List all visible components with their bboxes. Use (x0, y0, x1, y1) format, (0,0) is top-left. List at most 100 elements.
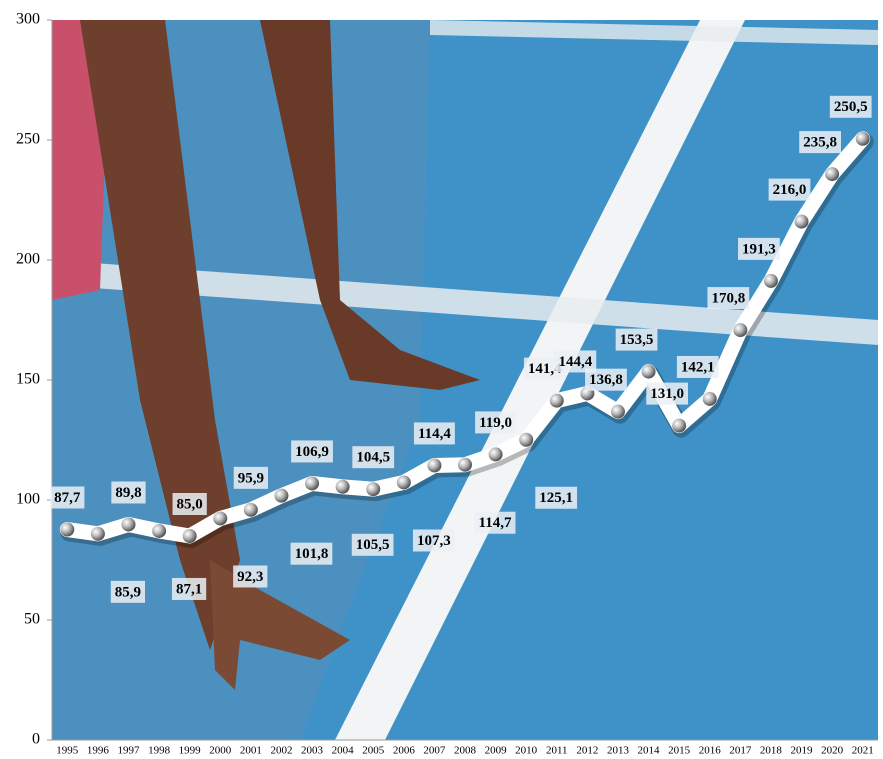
x-tick-label: 2018 (760, 745, 783, 757)
value-label-group: 87,1 (171, 577, 207, 600)
point (855, 131, 870, 146)
y-tick-label: 300 (16, 11, 40, 28)
value-label: 92,3 (237, 569, 263, 585)
x-tick-label: 2010 (515, 745, 538, 757)
value-label-group: 95,9 (233, 466, 268, 489)
x-tick-label: 2013 (607, 745, 630, 757)
value-label-box (554, 350, 597, 373)
value-label-group: 114,4 (413, 422, 455, 445)
value-label-group: 136,8 (585, 368, 627, 391)
value-label-box (351, 533, 394, 556)
x-tick-label: 2000 (209, 745, 232, 757)
value-label-group: 125,1 (535, 486, 578, 509)
value-label-group: 170,8 (707, 287, 750, 310)
value-label-box (474, 511, 516, 534)
value-label: 170,8 (711, 291, 745, 307)
point (152, 523, 167, 538)
value-label-box (615, 328, 658, 351)
x-tick-label: 2020 (821, 745, 844, 757)
y-tick-label: 150 (16, 371, 40, 388)
x-tick-label: 2009 (485, 745, 508, 757)
value-label-box (171, 577, 207, 600)
point (549, 393, 564, 408)
y-tick-label: 0 (32, 731, 40, 748)
point (519, 432, 534, 447)
x-tick-label: 1997 (117, 745, 140, 757)
x-tick-label: 1996 (87, 745, 110, 757)
value-label: 107,3 (417, 533, 451, 549)
value-label-group: 153,5 (615, 328, 658, 351)
point (488, 447, 503, 462)
value-label-group: 87,7 (50, 486, 85, 509)
value-label-box (799, 131, 841, 154)
point (396, 475, 411, 490)
x-tick-label: 2016 (699, 745, 722, 757)
background-photo (52, 20, 878, 740)
point (305, 476, 320, 491)
x-tick-label: 2008 (454, 745, 477, 757)
value-label: 95,9 (238, 470, 264, 486)
value-label: 125,1 (539, 490, 573, 506)
x-tick-label: 2006 (393, 745, 416, 757)
point (60, 522, 75, 537)
value-label-group: 144,4 (554, 350, 597, 373)
value-label-box (233, 565, 268, 588)
point (182, 529, 197, 543)
value-label: 153,5 (620, 332, 654, 348)
value-label: 85,9 (115, 584, 141, 600)
x-tick-label: 2019 (791, 745, 814, 757)
point (825, 167, 840, 182)
value-label: 87,1 (176, 581, 202, 597)
x-tick-label: 1999 (179, 745, 202, 757)
value-label: 131,0 (650, 386, 684, 402)
x-tick-label: 2021 (852, 745, 874, 757)
value-label-group: 85,0 (172, 493, 207, 515)
x-tick-label: 2005 (362, 745, 385, 757)
value-label-box (290, 542, 333, 565)
value-label-box (707, 287, 750, 310)
value-label-box (475, 411, 517, 434)
value-label: 85,0 (177, 496, 203, 512)
value-label: 89,8 (115, 485, 141, 501)
value-label: 216,0 (773, 182, 807, 198)
point (335, 479, 350, 494)
point (672, 418, 687, 433)
point (458, 457, 472, 472)
value-label: 144,4 (558, 354, 592, 370)
value-label-group: 191,3 (738, 237, 780, 260)
value-label-box (413, 422, 455, 445)
value-label-box (676, 355, 719, 378)
value-label: 114,7 (479, 515, 512, 531)
value-label-group: 114,7 (474, 511, 516, 534)
x-tick-label: 2001 (240, 745, 262, 757)
value-label: 250,5 (834, 99, 868, 115)
value-label-box (535, 486, 578, 509)
value-label-group: 131,0 (646, 382, 689, 405)
x-tick-label: 1998 (148, 745, 171, 757)
x-tick-label: 2002 (270, 745, 292, 757)
value-label-box (111, 481, 146, 504)
value-label-box (352, 446, 395, 469)
value-label-group: 101,8 (290, 542, 333, 565)
value-label-group: 89,8 (111, 481, 146, 504)
value-label-group: 107,3 (412, 529, 455, 552)
x-tick-label: 2003 (301, 745, 324, 757)
value-label-group: 106,9 (291, 440, 333, 463)
value-label-box (50, 486, 85, 509)
point (213, 511, 228, 526)
value-label-group: 141,4 (523, 357, 566, 380)
point (610, 404, 625, 419)
point (794, 214, 809, 229)
point (763, 273, 778, 288)
value-label-box (768, 178, 811, 201)
point (366, 482, 381, 497)
value-label-group: 104,5 (352, 446, 395, 469)
point (121, 517, 136, 532)
point (90, 526, 105, 541)
y-tick-label: 100 (16, 491, 40, 508)
point (427, 458, 442, 473)
value-label: 87,7 (54, 490, 81, 506)
value-label-group: 92,3 (233, 565, 268, 588)
